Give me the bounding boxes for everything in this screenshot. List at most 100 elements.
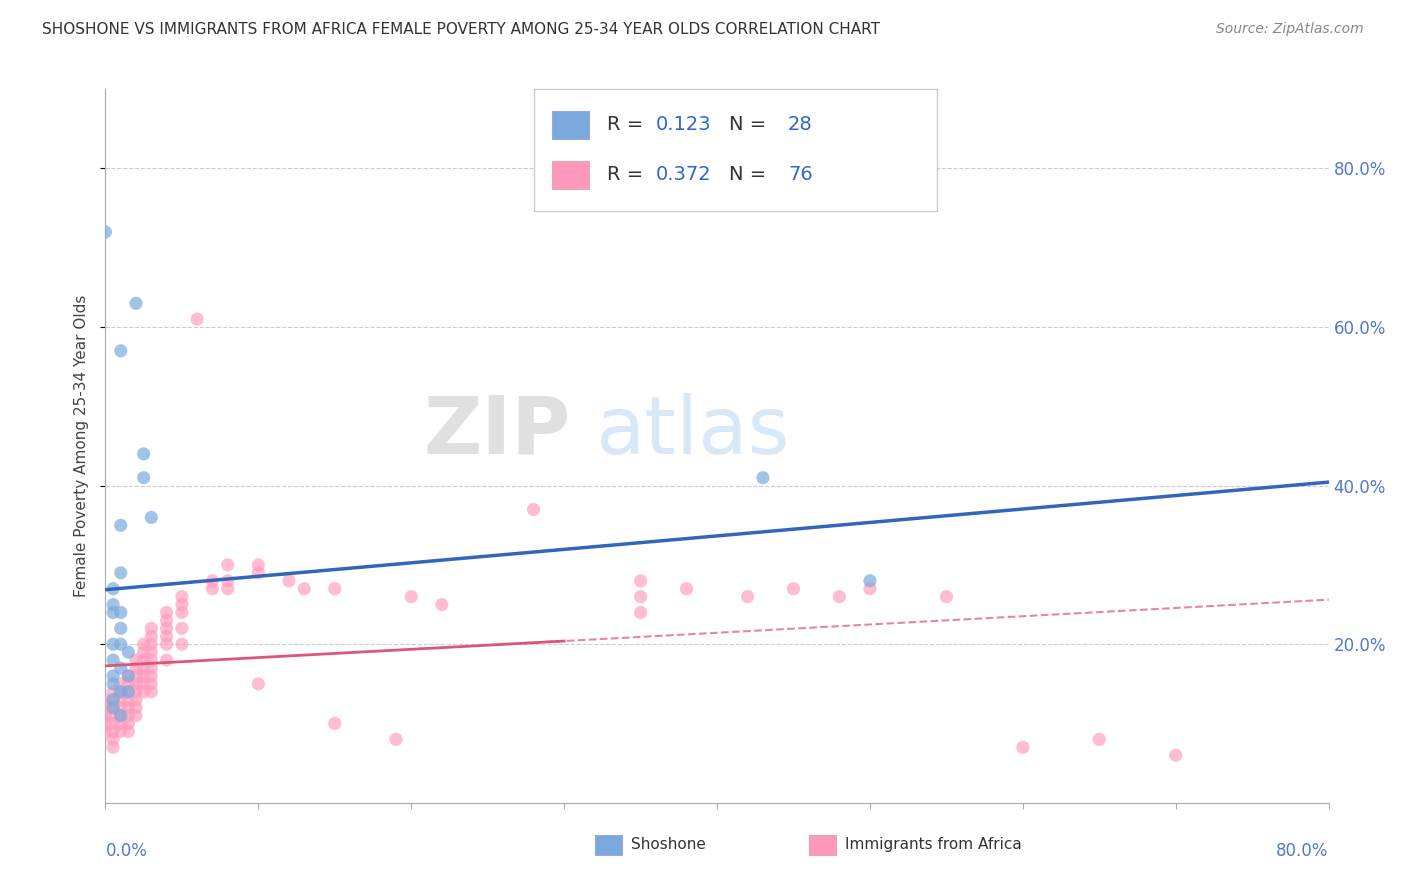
Point [110, 700, 132, 714]
Point [94, 225, 117, 239]
Point [1088, 732, 1111, 747]
Point [110, 685, 132, 699]
Point [101, 669, 124, 683]
Point [132, 637, 155, 651]
Point [132, 677, 155, 691]
Point [110, 677, 132, 691]
Point [141, 661, 163, 675]
Point [186, 312, 208, 326]
Text: 0.123: 0.123 [655, 115, 711, 135]
Point [101, 606, 124, 620]
Point [132, 471, 155, 485]
Point [117, 677, 139, 691]
Point [125, 708, 148, 723]
Point [110, 724, 132, 739]
Point [385, 732, 408, 747]
Point [110, 566, 132, 580]
Point [125, 661, 148, 675]
Point [170, 598, 193, 612]
Point [278, 574, 301, 588]
Text: 28: 28 [787, 115, 813, 135]
Point [323, 582, 346, 596]
Text: R =: R = [607, 115, 650, 135]
Point [110, 518, 132, 533]
Point [141, 637, 163, 651]
Point [132, 653, 155, 667]
Point [101, 708, 124, 723]
Text: 80.0%: 80.0% [1277, 842, 1329, 860]
Point [630, 606, 652, 620]
Point [737, 590, 759, 604]
Point [101, 653, 124, 667]
Point [125, 653, 148, 667]
Point [132, 447, 155, 461]
Point [859, 574, 882, 588]
Point [117, 685, 139, 699]
Point [125, 685, 148, 699]
Point [125, 677, 148, 691]
Point [94, 708, 117, 723]
Point [117, 700, 139, 714]
Point [201, 582, 224, 596]
Point [101, 692, 124, 706]
Point [101, 732, 124, 747]
Point [675, 582, 697, 596]
Point [1011, 740, 1033, 755]
Point [110, 708, 132, 723]
Point [247, 677, 270, 691]
Point [101, 700, 124, 714]
Point [117, 724, 139, 739]
Point [132, 661, 155, 675]
Point [117, 645, 139, 659]
Point [935, 590, 957, 604]
Point [170, 590, 193, 604]
Point [117, 716, 139, 731]
Point [630, 590, 652, 604]
Point [94, 700, 117, 714]
Point [155, 653, 177, 667]
Point [201, 574, 224, 588]
Point [132, 685, 155, 699]
Point [101, 598, 124, 612]
Point [94, 724, 117, 739]
Point [155, 637, 177, 651]
Text: SHOSHONE VS IMMIGRANTS FROM AFRICA FEMALE POVERTY AMONG 25-34 YEAR OLDS CORRELAT: SHOSHONE VS IMMIGRANTS FROM AFRICA FEMAL… [42, 22, 880, 37]
Point [217, 558, 239, 572]
Point [101, 685, 124, 699]
Point [141, 645, 163, 659]
Point [110, 343, 132, 358]
Text: atlas: atlas [595, 392, 789, 471]
Point [247, 558, 270, 572]
Point [94, 716, 117, 731]
Point [782, 582, 804, 596]
Point [101, 740, 124, 755]
Point [155, 606, 177, 620]
Point [117, 685, 139, 699]
Y-axis label: Female Poverty Among 25-34 Year Olds: Female Poverty Among 25-34 Year Olds [75, 295, 90, 597]
Text: 0.372: 0.372 [655, 165, 711, 185]
Point [141, 677, 163, 691]
Point [125, 700, 148, 714]
Text: Source: ZipAtlas.com: Source: ZipAtlas.com [1216, 22, 1364, 37]
Point [125, 692, 148, 706]
Point [110, 637, 132, 651]
Point [132, 669, 155, 683]
Point [828, 590, 851, 604]
Text: N =: N = [730, 115, 773, 135]
Point [323, 716, 346, 731]
Point [170, 637, 193, 651]
Point [141, 510, 163, 524]
Point [170, 621, 193, 635]
Point [141, 653, 163, 667]
Point [117, 669, 139, 683]
Point [110, 606, 132, 620]
Point [217, 582, 239, 596]
Point [630, 574, 652, 588]
Point [117, 692, 139, 706]
Point [101, 692, 124, 706]
Point [752, 471, 775, 485]
Point [125, 296, 148, 310]
Point [110, 716, 132, 731]
Point [859, 582, 882, 596]
FancyBboxPatch shape [533, 89, 938, 211]
